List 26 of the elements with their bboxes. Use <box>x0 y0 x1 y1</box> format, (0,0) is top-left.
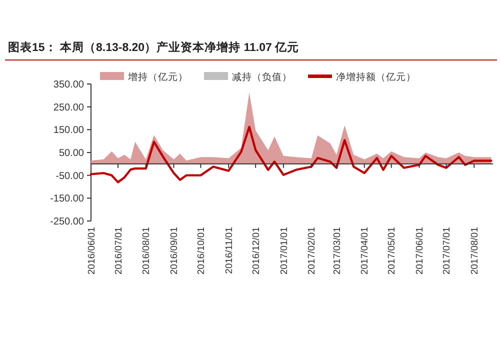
legend-label: 增持（亿元） <box>127 71 188 83</box>
x-tick-label: 2016/06/01 <box>86 227 98 275</box>
x-tick-label: 2017/02/01 <box>306 227 318 275</box>
x-tick-label: 2016/12/01 <box>250 227 262 275</box>
x-tick-label: 2017/05/01 <box>386 227 398 275</box>
legend-label: 减持（负值） <box>232 71 292 83</box>
x-tick-label: 2016/10/01 <box>196 227 208 275</box>
legend-label: 净增持额（亿元） <box>336 71 416 83</box>
x-tick-label: 2017/01/01 <box>278 227 290 275</box>
x-tick-label: 2016/09/01 <box>169 227 180 275</box>
y-tick-label: 250.00 <box>53 102 84 114</box>
y-tick-label: -150.00 <box>50 194 84 205</box>
x-tick-label: 2017/07/01 <box>442 227 453 275</box>
x-tick-label: 2017/04/01 <box>360 227 371 275</box>
x-tick-label: 2016/07/01 <box>113 227 124 275</box>
x-tick-label: 2016/11/01 <box>224 227 235 274</box>
y-tick-label: 50.00 <box>58 148 84 159</box>
y-tick-label: 350.00 <box>53 80 84 90</box>
y-tick-label: -50.00 <box>56 170 84 182</box>
x-tick-label: 2017/06/01 <box>414 227 426 275</box>
x-tick-label: 2016/08/01 <box>141 227 152 275</box>
y-tick-label: -250.00 <box>50 216 84 228</box>
x-tick-label: 2017/03/01 <box>332 227 343 275</box>
x-tick-label: 2017/08/01 <box>469 227 480 275</box>
y-tick-label: 150.00 <box>53 125 84 136</box>
chart-title: 图表15： 本周（8.13-8.20）产业资本净增持 11.07 亿元 <box>8 40 300 54</box>
